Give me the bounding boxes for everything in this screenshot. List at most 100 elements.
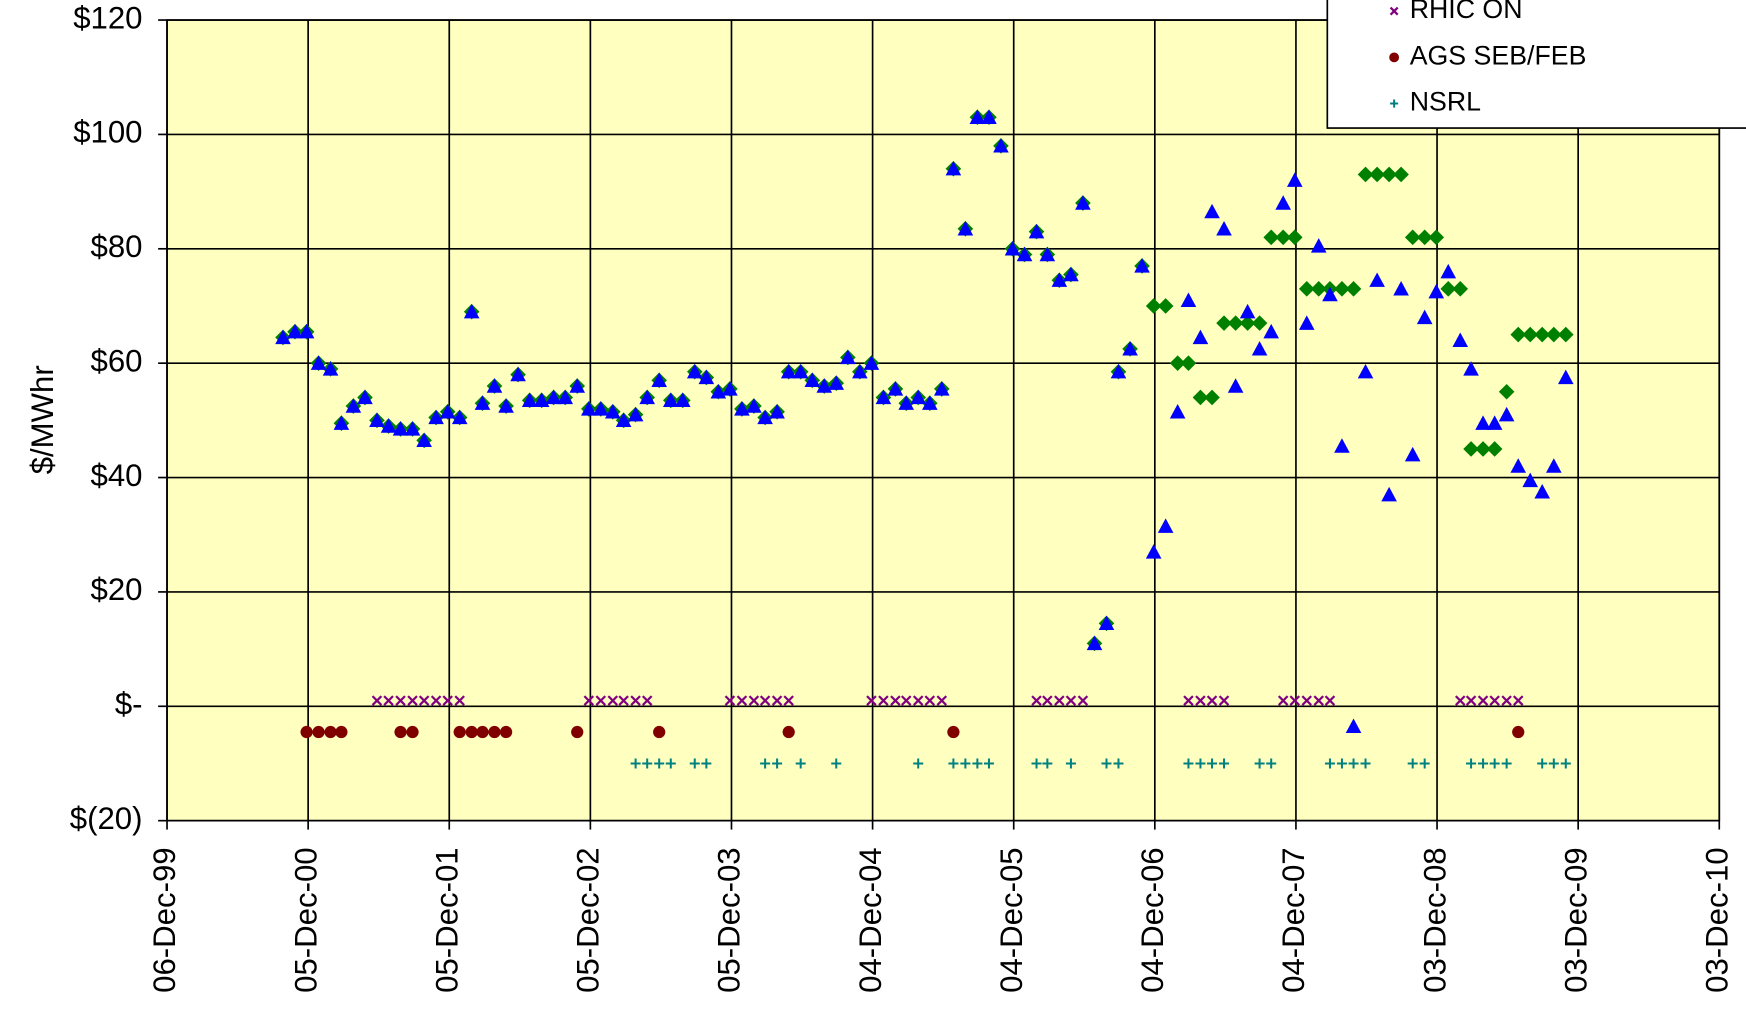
x-tick-label: 05-Dec-00 bbox=[288, 847, 323, 992]
point bbox=[545, 389, 562, 405]
point bbox=[900, 695, 912, 706]
point bbox=[1192, 389, 1209, 406]
point bbox=[533, 392, 550, 408]
point bbox=[442, 695, 453, 706]
point bbox=[454, 695, 465, 706]
point bbox=[783, 695, 794, 706]
point bbox=[969, 109, 986, 124]
legend-label: RHIC ON bbox=[1410, 0, 1523, 24]
y-tick-label: $100 bbox=[73, 115, 142, 150]
y-tick-label: $40 bbox=[91, 458, 143, 493]
point bbox=[724, 695, 736, 706]
point bbox=[488, 725, 501, 739]
point bbox=[476, 725, 489, 739]
point bbox=[593, 401, 609, 416]
point bbox=[1478, 758, 1489, 769]
point bbox=[395, 695, 406, 706]
point bbox=[557, 389, 574, 405]
point bbox=[689, 758, 700, 769]
point bbox=[1334, 438, 1350, 453]
point bbox=[795, 758, 806, 769]
point bbox=[782, 725, 795, 739]
point bbox=[654, 758, 665, 769]
y-tick-label: $120 bbox=[73, 0, 142, 35]
point bbox=[1042, 758, 1053, 769]
point bbox=[701, 758, 712, 769]
point bbox=[875, 389, 892, 405]
point bbox=[831, 758, 842, 769]
point bbox=[757, 409, 773, 425]
point bbox=[333, 415, 350, 430]
point bbox=[1452, 332, 1469, 347]
point bbox=[1557, 369, 1574, 385]
point bbox=[698, 369, 715, 385]
point bbox=[686, 363, 703, 379]
point bbox=[345, 398, 362, 413]
point bbox=[1534, 326, 1551, 343]
point bbox=[674, 392, 691, 408]
point bbox=[1227, 315, 1244, 331]
point bbox=[275, 329, 291, 345]
point bbox=[595, 695, 607, 706]
point bbox=[641, 695, 653, 706]
point bbox=[335, 725, 348, 739]
point bbox=[890, 695, 901, 706]
point bbox=[710, 383, 727, 399]
point bbox=[983, 758, 994, 769]
x-tick-label: 05-Dec-01 bbox=[429, 847, 464, 992]
point bbox=[1428, 283, 1445, 299]
point bbox=[1301, 695, 1313, 706]
point bbox=[569, 378, 586, 393]
point bbox=[571, 725, 584, 739]
y-tick-label: $- bbox=[115, 687, 143, 722]
point bbox=[1486, 415, 1503, 430]
point bbox=[934, 381, 950, 396]
point bbox=[583, 695, 595, 706]
point bbox=[804, 372, 821, 388]
y-tick-label: $20 bbox=[91, 572, 143, 607]
point bbox=[759, 695, 771, 706]
point bbox=[312, 725, 325, 739]
point bbox=[1031, 695, 1042, 706]
point bbox=[1546, 326, 1562, 343]
point bbox=[1216, 220, 1232, 236]
point bbox=[418, 695, 430, 706]
point bbox=[1204, 203, 1220, 219]
legend-label: AGS SEB/FEB bbox=[1410, 40, 1587, 70]
point bbox=[665, 758, 676, 769]
point bbox=[1501, 695, 1512, 706]
point bbox=[369, 412, 385, 428]
point bbox=[1183, 695, 1194, 706]
point bbox=[760, 758, 771, 769]
point bbox=[1465, 695, 1477, 706]
point bbox=[322, 361, 339, 376]
point bbox=[1486, 441, 1503, 457]
point bbox=[1475, 441, 1491, 457]
point bbox=[1428, 229, 1445, 246]
point bbox=[1065, 758, 1076, 769]
y-axis-title: $/MWhr bbox=[25, 365, 60, 474]
point bbox=[1393, 281, 1409, 296]
point bbox=[1416, 229, 1433, 246]
point bbox=[1042, 695, 1053, 706]
point bbox=[734, 401, 750, 416]
point bbox=[581, 401, 597, 416]
legend-marker bbox=[1390, 99, 1399, 108]
point bbox=[1477, 695, 1489, 706]
point bbox=[394, 725, 407, 739]
point bbox=[1381, 166, 1397, 183]
point bbox=[1286, 172, 1303, 187]
point bbox=[1227, 378, 1244, 393]
point bbox=[463, 303, 480, 319]
point bbox=[1404, 229, 1421, 246]
y-tick-label: $80 bbox=[91, 229, 143, 264]
point bbox=[1122, 341, 1138, 356]
point bbox=[1277, 695, 1289, 706]
legend-marker bbox=[1389, 6, 1399, 16]
point bbox=[1440, 263, 1457, 279]
point bbox=[310, 355, 327, 370]
point bbox=[960, 758, 971, 769]
point bbox=[465, 725, 478, 739]
point bbox=[1357, 166, 1374, 183]
point bbox=[945, 160, 962, 176]
